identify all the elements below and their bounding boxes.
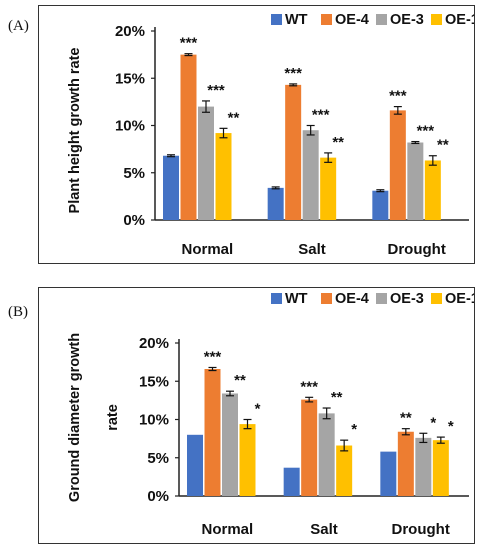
significance-label: * [255, 401, 261, 418]
chart-a-svg: 0% 5% 10% 15% 20% Plant height growth rate Nor… [67, 12, 479, 258]
chart-panel-a: 0% 5% 10% 15% 20% Plant height growth rate Nor… [38, 5, 479, 264]
y-axis-label-line1: Ground diameter growth [67, 333, 83, 502]
y-tick-label: 20% [115, 23, 145, 40]
legend-swatch-oe-1 [431, 293, 442, 304]
bar-oe-4 [204, 369, 221, 496]
significance-label: *** [312, 107, 330, 124]
legend-label: OE-4 [335, 12, 369, 28]
bar-oe-3 [222, 393, 238, 496]
bar-oe-1 [239, 424, 256, 496]
y-tick-label: 20% [139, 335, 169, 352]
bar-wt [283, 467, 300, 496]
significance-label: *** [180, 35, 198, 52]
legend-swatch-oe-4 [321, 14, 332, 25]
bar-oe-3 [318, 413, 335, 496]
chart-1-group: 0% 5% 10% 15% 20% Ground diameter growth rate N… [67, 291, 479, 538]
y-tick-label: 0% [123, 212, 145, 229]
bar-oe-4 [285, 84, 302, 221]
bar-wt [267, 187, 284, 220]
bar-oe-1 [432, 440, 449, 496]
significance-label: *** [207, 82, 225, 99]
significance-label: *** [284, 65, 302, 82]
y-axis-label: Plant height growth rate [67, 48, 83, 214]
legend-swatch-oe-4 [321, 293, 332, 304]
x-tick-label: Salt [310, 521, 338, 538]
x-tick-label: Normal [181, 241, 233, 258]
legend-label: OE-3 [390, 12, 424, 28]
legend-label: WT [285, 291, 308, 307]
bar-oe-4 [397, 431, 414, 496]
bar-oe-4 [180, 54, 197, 220]
chart-b-svg: 0% 5% 10% 15% 20% Ground diameter growth rate N… [67, 291, 479, 538]
legend-swatch-wt [271, 14, 282, 25]
bar-oe-1 [320, 157, 337, 220]
bar-wt [187, 434, 203, 496]
significance-label: *** [300, 378, 318, 395]
legend-swatch-wt [271, 293, 282, 304]
legend-swatch-oe-3 [376, 293, 387, 304]
significance-label: * [448, 418, 454, 435]
significance-label: ** [331, 389, 343, 406]
panel-label-b: (B) [8, 304, 28, 320]
y-tick-label: 0% [147, 488, 169, 505]
legend-label: OE-3 [390, 291, 424, 307]
y-tick-label: 5% [147, 450, 169, 467]
significance-label: *** [417, 123, 435, 140]
x-tick-label: Normal [201, 521, 253, 538]
legend-label: OE-1 [445, 291, 474, 307]
bar-oe-4 [389, 110, 406, 220]
y-axis-label-line2: rate [105, 404, 121, 431]
bar-oe-1 [424, 160, 441, 220]
significance-label: ** [234, 372, 246, 389]
significance-label: ** [437, 137, 449, 154]
bar-oe-4 [301, 399, 318, 496]
x-tick-label: Drought [388, 241, 446, 258]
significance-label: ** [332, 134, 344, 151]
chart-0-group: 0% 5% 10% 15% 20% Plant height growth rate Nor… [67, 12, 479, 258]
legend-swatch-oe-3 [376, 14, 387, 25]
bar-oe-3 [415, 437, 432, 496]
bar-oe-3 [302, 130, 319, 220]
chart-panel-b: 0% 5% 10% 15% 20% Ground diameter growth rate N… [38, 287, 479, 544]
legend-swatch-oe-1 [431, 14, 442, 25]
legend-label: OE-1 [445, 12, 474, 28]
bar-wt [163, 155, 179, 220]
bar-wt [372, 190, 389, 220]
significance-label: * [430, 414, 436, 431]
legend-label: OE-4 [335, 291, 369, 307]
y-tick-label: 15% [139, 373, 169, 390]
y-tick-label: 10% [115, 118, 145, 135]
legend-label: WT [285, 12, 308, 28]
bar-oe-1 [336, 445, 353, 496]
bar-wt [380, 451, 397, 496]
x-tick-label: Drought [392, 521, 450, 538]
panel-label-a: (A) [8, 18, 29, 34]
significance-label: ** [228, 109, 240, 126]
significance-label: *** [204, 348, 222, 365]
bar-oe-1 [215, 133, 232, 220]
bar-oe-3 [407, 142, 424, 220]
significance-label: * [351, 421, 357, 438]
x-tick-label: Salt [298, 241, 326, 258]
y-tick-label: 15% [115, 70, 145, 87]
bar-oe-3 [198, 106, 214, 220]
significance-label: ** [400, 410, 412, 427]
y-tick-label: 10% [139, 412, 169, 429]
y-tick-label: 5% [123, 165, 145, 182]
significance-label: *** [389, 88, 407, 105]
